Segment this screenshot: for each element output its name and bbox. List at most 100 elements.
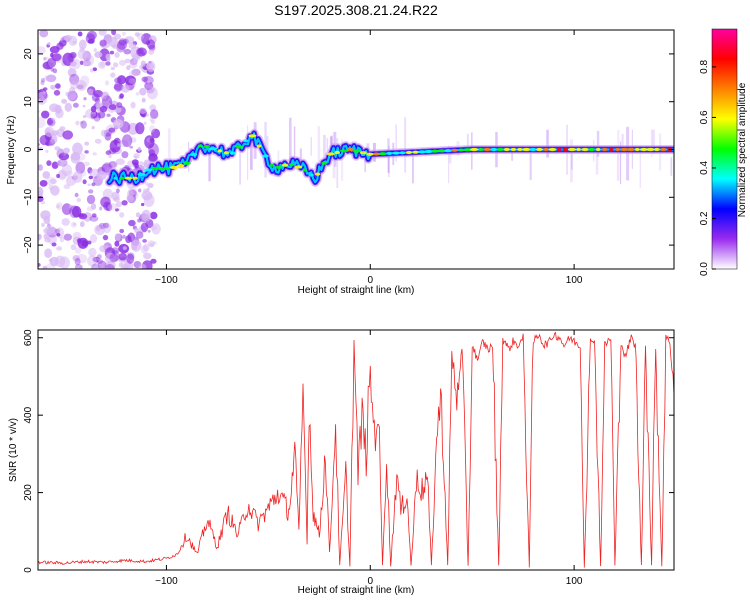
heatmap-noise-blob [91,263,100,269]
heatmap-noise-blob [108,154,112,159]
heatmap-noise-blob [121,200,128,206]
heatmap-noise-blob [114,233,122,241]
heatmap-streak [652,129,655,154]
heatmap-ridge-spot [412,150,419,154]
heatmap-ridge-spot [119,176,125,180]
heatmap-ridge-spot [437,149,447,153]
heatmap-noise-blob [42,171,51,179]
heatmap-noise-blob [89,215,99,222]
heatmap-noise-blob [55,108,64,119]
heatmap-noise-blob [131,68,141,76]
heatmap-noise-blob [133,153,140,159]
heatmap-noise-blob [147,182,154,189]
heatmap-noise-blob [86,30,97,40]
heatmap-noise-blob [130,101,136,109]
snr-ytick-label: 600 [23,329,34,346]
heatmap-noise-blob [70,244,77,251]
heatmap-noise-blob [95,102,103,108]
heatmap-noise-blob [108,161,118,168]
heatmap-noise-blob [47,117,54,125]
heatmap-noise-blob [137,147,142,152]
heatmap-noise-blob [72,142,83,156]
heatmap-noise-blob [129,145,134,149]
heatmap-noise-blob [137,218,142,223]
colorbar-label: Normalized spectral amplitude [737,82,748,217]
heatmap-noise-blob [104,80,110,86]
heatmap-noise-blob [74,247,82,254]
heatmap-noise-blob [90,105,97,113]
heatmap-noise-blob [102,222,112,234]
heatmap-noise-blob [38,233,42,241]
heatmap-noise-blob [58,169,67,180]
heatmap-noise-blob [84,150,89,154]
heatmap-noise-blob [90,234,98,243]
heatmap-noise-blob [93,48,97,52]
heatmap-noise-blob [115,201,122,208]
heatmap-streak [388,145,390,177]
heatmap-noise-blob [63,147,70,154]
heatmap-noise-blob [151,223,161,235]
heatmap-noise-blob [97,260,107,269]
heatmap-ridge-spot [243,139,249,143]
heatmap-noise-blob [50,117,56,121]
heatmap-noise-blob [59,126,66,132]
heatmap-noise-blob [51,242,57,247]
spectrogram-ytick-label: 10 [23,96,34,108]
heatmap-noise-blob [56,173,60,179]
heatmap-noise-blob [139,107,147,115]
heatmap-ridge-spot [256,144,262,148]
colorbar: 0.0 0.2 0.4 0.6 0.8 Normalized spectral ampl… [699,28,748,276]
heatmap-ridge-spot [542,147,550,152]
heatmap-ridge-spot [458,148,464,152]
heatmap-noise-blob [99,61,105,68]
heatmap-noise-blob [56,246,63,251]
heatmap-noise-blob [114,81,123,93]
heatmap-noise-blob [56,204,60,209]
heatmap-noise-blob [109,36,118,48]
heatmap-noise-blob [122,246,127,251]
heatmap-ridge-spot [235,145,244,149]
heatmap-noise-blob [152,241,157,245]
heatmap-noise-blob [95,258,103,264]
heatmap-noise-blob [41,222,45,227]
heatmap-noise-blob [64,102,73,112]
heatmap-streak [617,129,620,153]
heatmap-ridge-spot [113,176,118,180]
spectrogram-xtick-label: −100 [155,275,178,286]
heatmap-noise-blob [49,178,57,184]
heatmap-noise-blob [128,186,138,196]
heatmap-streak [289,117,292,170]
heatmap-noise-blob [100,129,107,137]
heatmap-ridge-spot [386,151,392,155]
heatmap-noise-blob [82,104,86,108]
heatmap-ridge-spot [659,147,668,152]
heatmap-noise-blob [63,233,72,241]
heatmap-noise-blob [84,141,90,146]
heatmap-streak [639,149,641,188]
heatmap-noise-blob [79,221,85,228]
heatmap-noise-blob [56,160,61,166]
heatmap-noise-blob [87,38,95,44]
heatmap-ridge-spot [654,147,660,152]
heatmap-noise-blob [150,119,155,124]
heatmap-noise-blob [56,148,65,159]
heatmap-ridge-spot [626,147,636,152]
heatmap-noise-blob [138,263,147,269]
heatmap-streak [326,138,329,152]
heatmap-noise-blob [116,102,123,108]
heatmap-noise-blob [91,213,97,218]
heatmap-streak [616,145,620,181]
heatmap-ridge-spot [165,167,170,171]
heatmap-ridge-spot [424,149,433,154]
heatmap-ridge-spot [315,172,321,176]
snr-line-clip [38,331,674,568]
heatmap-ridge-spot [609,147,614,152]
heatmap-ridge-spot [463,148,473,152]
heatmap-ridge-spot [208,147,218,151]
heatmap-ridge-spot [359,151,367,155]
heatmap-noise-blob [113,196,120,202]
heatmap-noise-blob [88,175,94,180]
heatmap-ridge-spot [302,168,307,172]
